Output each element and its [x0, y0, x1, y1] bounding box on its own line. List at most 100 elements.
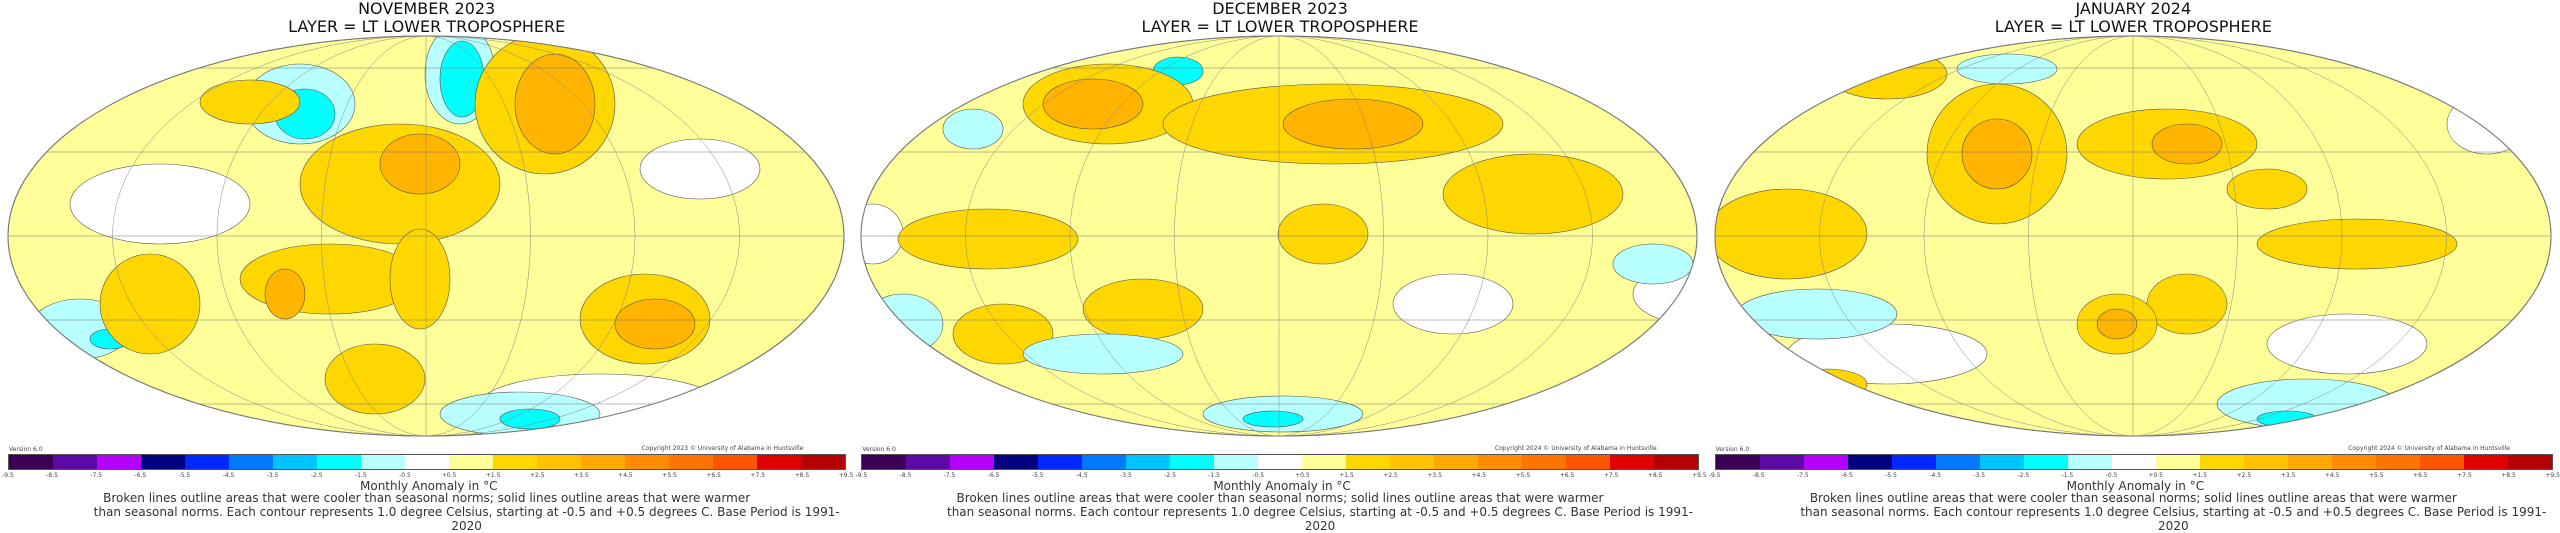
anomaly-region	[2256, 218, 2457, 270]
colorbar-cell	[361, 455, 405, 469]
colorbar-tick-label: -1.5	[1208, 472, 1221, 479]
colorbar-cell	[1126, 455, 1171, 469]
colorbar-cell	[625, 455, 669, 469]
anomaly-map	[1714, 35, 2552, 437]
colorbar-cell	[1979, 455, 2024, 469]
colorbar-cell	[2023, 455, 2068, 469]
copyright: Copyright 2023 © University of Alabama i…	[641, 445, 804, 452]
anomaly-contours	[1714, 48, 2527, 430]
colorbar-tick-label: +2.5	[529, 472, 545, 479]
version-label: Version 6.0	[862, 446, 896, 453]
colorbar-tick-label: -1.5	[2061, 472, 2074, 479]
anomaly-region	[2266, 313, 2427, 375]
colorbar-tick-label: +9.5	[838, 472, 854, 479]
anomaly-region	[1714, 188, 1867, 280]
colorbar-tick-label: +4.5	[618, 472, 633, 479]
colorbar-cell	[2507, 455, 2552, 469]
colorbar-cell	[1610, 455, 1655, 469]
anomaly-region	[614, 298, 696, 350]
colorbar-cell	[1302, 455, 1347, 469]
anomaly-region	[1956, 53, 2057, 85]
anomaly-region	[1278, 203, 1369, 265]
anomaly-region	[1786, 368, 1867, 400]
colorbar-tick-label: +0.5	[2148, 472, 2163, 479]
colorbar-cell	[862, 455, 907, 469]
colorbar-cell	[449, 455, 493, 469]
anomaly-region	[514, 53, 596, 155]
anomaly-region	[1083, 278, 1204, 340]
note-line-1: Broken lines outline areas that were coo…	[956, 491, 1604, 505]
colorbar-tick-label: -3.5	[1120, 472, 1132, 479]
colorbar-tick-label: +7.5	[2457, 472, 2472, 479]
panel-january-2024: JANUARY 2024 LAYER = LT LOWER TROPOSPHER…	[1707, 0, 2560, 533]
colorbar-cell	[2243, 455, 2288, 469]
colorbar-tick-label: -7.5	[90, 472, 103, 479]
colorbar-cell	[405, 455, 449, 469]
globe-outline	[7, 35, 845, 437]
colorbar-cell	[1390, 455, 1435, 469]
colorbar-tick-label: +5.5	[662, 472, 677, 479]
colorbar-tick-label: +9.5	[1692, 472, 1707, 479]
unit-label: Monthly Anomaly in °C	[360, 479, 498, 493]
unit-label: Monthly Anomaly in °C	[2066, 479, 2205, 493]
colorbar-cell	[1478, 455, 1523, 469]
anomaly-region	[2151, 123, 2222, 165]
colorbar-tick-label: +8.5	[794, 472, 810, 479]
anomaly-map	[860, 35, 1698, 437]
anomaly-region	[1023, 333, 1184, 375]
colorbar-tick-label: -4.5	[1929, 472, 1942, 479]
colorbar-tick-label: +7.5	[1603, 472, 1619, 479]
colorbar-cell	[1891, 455, 1936, 469]
note-line-2: than seasonal norms. Each contour repres…	[93, 505, 840, 533]
panel-november-2023: NOVEMBER 2023 LAYER = LT LOWER TROPOSPHE…	[0, 0, 853, 533]
anomaly-region	[69, 163, 251, 245]
colorbar-tick-label: -8.5	[1752, 472, 1765, 479]
anomaly-region	[2256, 410, 2317, 428]
anomaly-region	[1443, 153, 1624, 235]
colorbar-cell	[2199, 455, 2244, 469]
colorbar-tick-label: +1.5	[2192, 472, 2208, 479]
anomaly-region	[1243, 410, 1304, 428]
colorbar-tick-label: +2.5	[1383, 472, 1398, 479]
colorbar-cell	[2463, 455, 2508, 469]
colorbar-cell	[2375, 455, 2420, 469]
colorbar-cell	[1082, 455, 1127, 469]
colorbar-ticks: -9.5 -8.5 -7.5 -6.5 -5.5 -4.5 -3.5 -2.5 -1.5 -0.5…	[1709, 472, 2560, 480]
colorbar-cell	[1935, 455, 1980, 469]
anomaly-region	[639, 138, 761, 200]
colorbar-cell	[906, 455, 951, 469]
colorbar-tick-label: +8.5	[2501, 472, 2516, 479]
colorbar-tick-label: -9.5	[855, 472, 868, 479]
anomaly-region	[499, 408, 561, 430]
colorbar-cell	[1759, 455, 1804, 469]
map-title: JANUARY 2024	[2075, 0, 2192, 18]
colorbar-tick-label: +3.5	[2280, 472, 2296, 479]
colorbar-ticks: -9.5 -8.5 -7.5 -6.5 -5.5 -4.5 -3.5 -2.5 -1.5 -0.5…	[2, 472, 853, 480]
anomaly-region	[1043, 78, 1144, 130]
colorbar	[861, 454, 1700, 470]
colorbar-tick-label: +5.5	[1515, 472, 1531, 479]
colorbar-cell	[1847, 455, 1892, 469]
colorbar-tick-label: +4.5	[1471, 472, 1487, 479]
anomaly-region	[264, 268, 306, 320]
colorbar-tick-label: -9.5	[2, 472, 14, 479]
colorbar-cell	[713, 455, 757, 469]
note-line-2: than seasonal norms. Each contour repres…	[1800, 505, 2547, 533]
anomaly-region	[1961, 118, 2032, 190]
anomaly-region	[199, 79, 301, 125]
colorbar-cell	[994, 455, 1039, 469]
colorbar-cell	[273, 455, 317, 469]
globe-outline	[860, 35, 1698, 437]
colorbar-ticks: -9.5 -8.5 -7.5 -6.5 -5.5 -4.5 -3.5 -2.5 -1.5 -0.5…	[855, 472, 1706, 480]
anomaly-contours	[29, 36, 761, 436]
colorbar-tick-label: -2.5	[2017, 472, 2030, 479]
anomaly-region	[324, 343, 426, 415]
colorbar-cell	[537, 455, 581, 469]
colorbar-cell	[2155, 455, 2200, 469]
colorbar-tick-label: -6.5	[1841, 472, 1853, 479]
anomaly-region	[898, 208, 1079, 270]
colorbar-tick-label: -3.5	[1973, 472, 1986, 479]
colorbar-tick-label: -8.5	[46, 472, 58, 479]
colorbar	[1714, 454, 2553, 470]
